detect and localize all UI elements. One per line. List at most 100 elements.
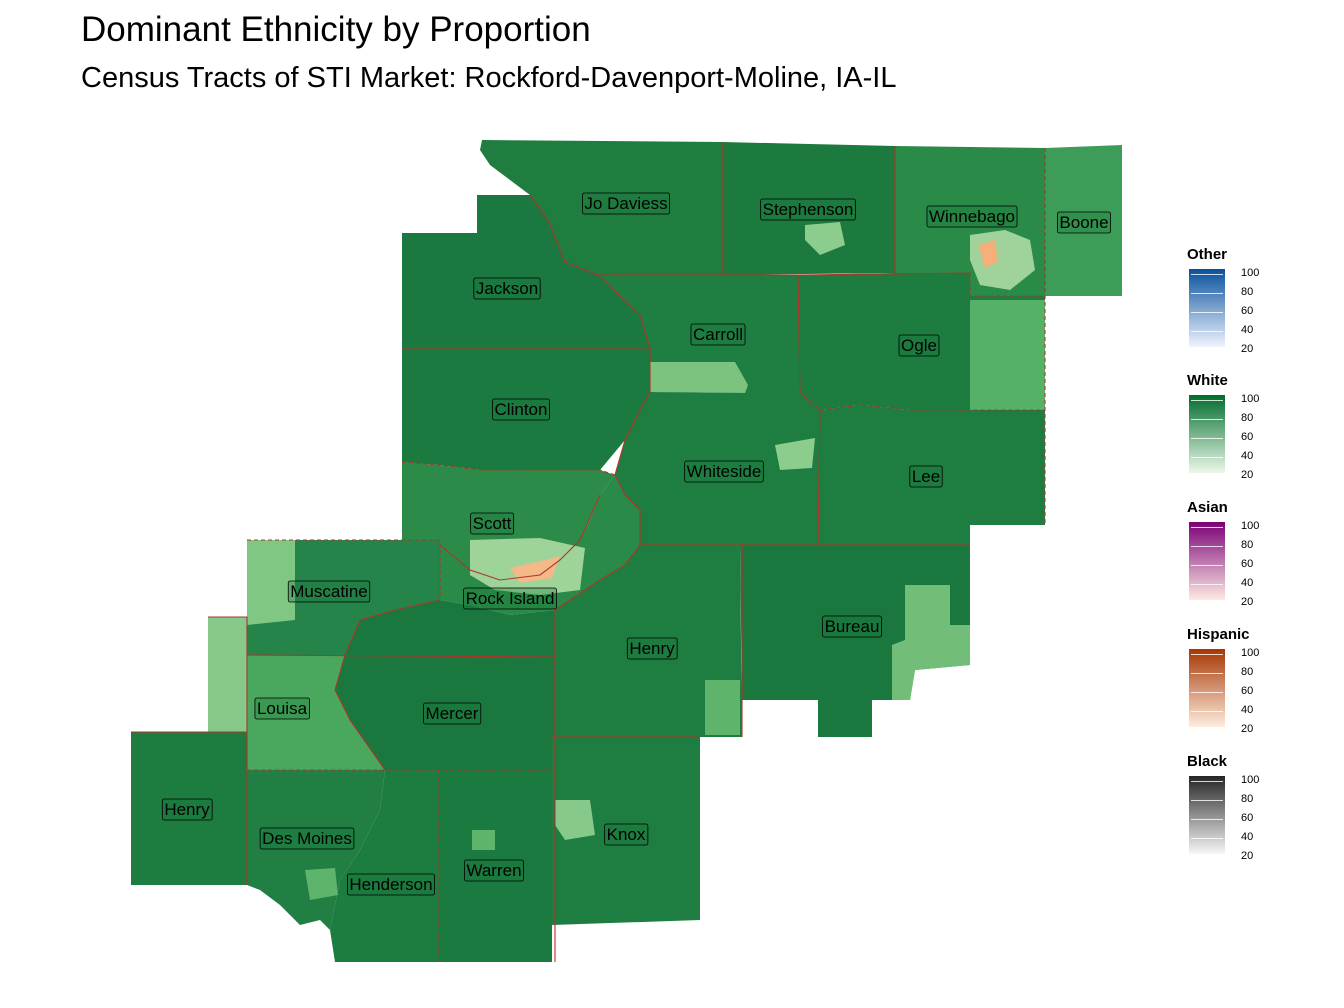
legend-tick-mark (1191, 730, 1223, 731)
county-shape-clinton (402, 348, 650, 470)
legend-title: Black (1187, 753, 1228, 770)
county-label-box (684, 460, 764, 483)
county-label: Henry (161, 798, 213, 821)
county-label-box (626, 637, 678, 660)
county-label: Muscatine (287, 580, 371, 603)
county-label: Jackson (473, 277, 541, 300)
county-shape-henderson (330, 770, 438, 962)
county-shape-jackson (402, 195, 650, 348)
legend-color-bar (1189, 395, 1225, 473)
legend-tick-mark (1191, 819, 1223, 820)
county-label-box (926, 205, 1018, 228)
county-label-box (288, 581, 370, 602)
county-shape-mercer (335, 600, 555, 770)
legend-tick-label: 40 (1241, 450, 1254, 462)
county-label: Mercer (423, 702, 482, 725)
legend-title: Hispanic (1187, 626, 1250, 643)
county-borders (131, 142, 1046, 962)
county-label-box (760, 199, 856, 220)
county-label-box (604, 823, 649, 846)
legend-tick-label: 80 (1241, 412, 1254, 424)
legend-tick-mark (1191, 457, 1223, 458)
legend-tick-label: 40 (1241, 704, 1254, 716)
legend-tick-mark (1191, 419, 1223, 420)
county-label: Whiteside (684, 460, 764, 483)
legend-tick-label: 100 (1241, 647, 1260, 659)
county-label-box (492, 398, 550, 421)
legend-tick-mark (1191, 312, 1223, 313)
county-label: Stephenson (760, 198, 856, 221)
county-label-box (470, 513, 514, 534)
county-label-text: Carroll (693, 325, 743, 344)
legend-tick-label: 40 (1241, 577, 1254, 589)
legend-tick-label: 60 (1241, 685, 1254, 697)
legend-tick-label: 60 (1241, 812, 1254, 824)
county-label-box (259, 827, 355, 850)
map-title: Dominant Ethnicity by Proportion (81, 10, 591, 49)
county-label: Bureau (822, 615, 882, 638)
legend-tick-mark (1191, 293, 1223, 294)
county-label-box (423, 702, 482, 725)
legend-tick-label: 20 (1241, 850, 1254, 862)
legend-color-bar (1189, 269, 1225, 347)
county-label-box (690, 323, 746, 346)
legend-title: Other (1187, 246, 1228, 263)
legend-tick-label: 60 (1241, 558, 1254, 570)
county-label-text: Warren (466, 861, 521, 880)
county-label-box (582, 193, 670, 214)
county-label-text: Jackson (476, 279, 538, 298)
county-label-box (162, 799, 213, 820)
legend-tick-label: 100 (1241, 267, 1260, 279)
county-label: Boone (1057, 211, 1111, 234)
county-shape-henry-ia (131, 732, 247, 885)
legend-tick-mark (1191, 527, 1223, 528)
county-label-box (909, 465, 943, 488)
legend-tick-label: 100 (1241, 520, 1260, 532)
map-subtitle: Census Tracts of STI Market: Rockford-Da… (81, 62, 897, 94)
county-label-box (690, 324, 746, 345)
county-labels: Jo Daviess Stephenson Winnebago Boone Jackso… (161, 192, 1111, 896)
county-label-box (582, 192, 670, 215)
county-label-text: Henry (164, 800, 210, 819)
county-label-box (899, 335, 939, 356)
legend-tick-label: 80 (1241, 793, 1254, 805)
county-label-box (464, 860, 524, 881)
county-label: Jo Daviess (582, 192, 670, 215)
legend-body: 100 80 60 40 20 (1187, 520, 1337, 608)
urban-patch-burlington (305, 868, 338, 900)
legend-tick-label: 20 (1241, 723, 1254, 735)
legend-tick-label: 40 (1241, 831, 1254, 843)
county-label-box (473, 277, 541, 300)
county-label: Lee (909, 465, 943, 488)
legend-tick-mark (1191, 476, 1223, 477)
legend-tick-mark (1191, 711, 1223, 712)
county-label-text: Boone (1059, 213, 1108, 232)
county-label-text: Lee (912, 467, 940, 486)
county-shape-louisa-light (208, 617, 247, 732)
county-label-text: Clinton (495, 400, 548, 419)
county-label-box (473, 278, 541, 299)
legend-tick-label: 20 (1241, 596, 1254, 608)
county-label: Rock Island (463, 587, 557, 610)
legend-tick-label: 80 (1241, 286, 1254, 298)
legend-body: 100 80 60 40 20 (1187, 647, 1337, 735)
county-shape-ogle-light (970, 300, 1045, 410)
county-label-text: Henry (629, 639, 675, 658)
county-label-text: Ogle (901, 336, 937, 355)
legend-body: 100 80 60 40 20 (1187, 267, 1337, 355)
urban-patch-galesburg (555, 800, 595, 840)
legend-tick-label: 60 (1241, 305, 1254, 317)
county-shape-stephenson (722, 142, 895, 275)
legend-tick-label: 20 (1241, 343, 1254, 355)
county-label: Scott (470, 512, 515, 535)
county-label-box (1057, 212, 1111, 233)
county-shape-carroll (598, 275, 800, 393)
county-shape-bureau-light (892, 585, 970, 700)
county-label-text: Knox (607, 825, 646, 844)
legend-tick-label: 20 (1241, 469, 1254, 481)
legend-body: 100 80 60 40 20 (1187, 393, 1337, 481)
legend-body: 100 80 60 40 20 (1187, 774, 1337, 862)
legend-tick-mark (1191, 331, 1223, 332)
county-label-box (684, 461, 764, 482)
legend-tick-mark (1191, 438, 1223, 439)
